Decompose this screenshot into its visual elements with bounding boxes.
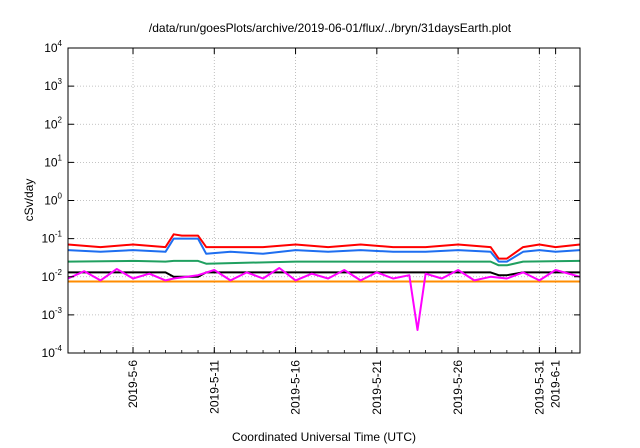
y-tick-label: 10-3	[42, 306, 63, 322]
grid-lines	[68, 48, 580, 353]
x-tick-label: 2019-5-21	[370, 360, 384, 415]
series-line-4	[68, 271, 580, 278]
series-line-3	[67, 259, 581, 267]
y-axis: 10-4 10-3 10-2 10-1 100 101 102 103 104	[42, 39, 580, 360]
x-tick-label: 2019-5-31	[532, 360, 546, 415]
series-layer	[67, 233, 581, 331]
series-line-2	[67, 237, 581, 263]
y-tick-label: 10-1	[42, 230, 63, 246]
series-line-1	[67, 233, 581, 260]
x-tick-label: 2019-5-16	[289, 360, 303, 415]
y-tick-label: 10-4	[42, 344, 63, 360]
y-axis-label: cSv/day	[22, 179, 36, 222]
x-axis: 2019-5-6 2019-5-11 2019-5-16 2019-5-21 2019-…	[83, 48, 573, 415]
series-line-6	[67, 267, 581, 331]
y-tick-label: 100	[44, 192, 62, 208]
x-tick-label: 2019-6-1	[549, 360, 563, 408]
x-axis-label: Coordinated Universal Time (UTC)	[232, 430, 416, 444]
y-tick-label: 103	[44, 77, 62, 93]
x-tick-label: 2019-5-11	[207, 360, 221, 414]
y-tick-label: 10-2	[42, 268, 63, 284]
y-tick-label: 102	[44, 115, 62, 131]
x-tick-label: 2019-5-26	[451, 360, 465, 415]
y-tick-label: 101	[44, 153, 62, 169]
chart-title: /data/run/goesPlots/archive/2019-06-01/f…	[149, 21, 512, 35]
y-tick-label: 104	[44, 39, 62, 55]
x-tick-label: 2019-5-6	[126, 360, 140, 408]
